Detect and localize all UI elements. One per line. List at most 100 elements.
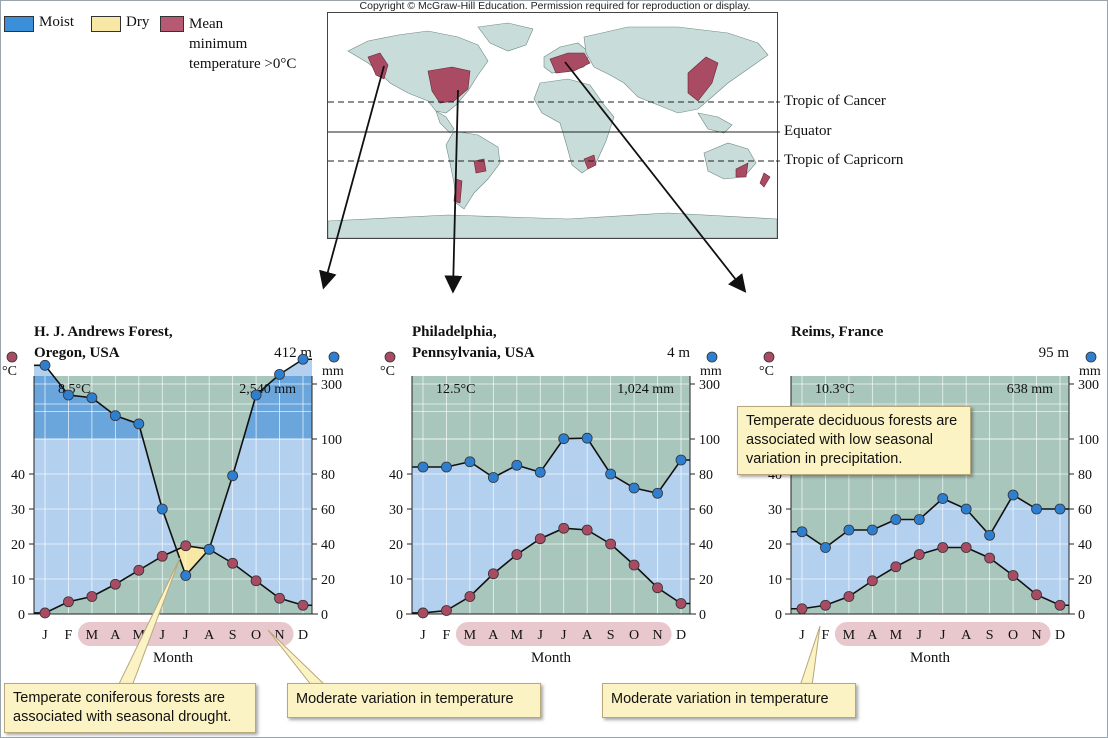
legend-mean-min-label: Mean minimum temperature >0°C (189, 14, 296, 74)
right-tick-label: 300 (699, 378, 720, 393)
temperature-point (581, 524, 593, 536)
left-tick-label: 30 (389, 503, 403, 518)
month-tick-label: F (822, 628, 830, 643)
precipitation-point (605, 468, 617, 480)
temperature-point (820, 599, 831, 611)
temperature-point (227, 557, 239, 569)
temperature-point (156, 550, 168, 562)
right-tick-label: 100 (1078, 433, 1099, 448)
precipitation-point (86, 392, 98, 404)
x-axis-title: Month (531, 650, 572, 666)
temperature-point (39, 607, 51, 619)
precipitation-point (843, 524, 855, 536)
left-tick-label: 20 (11, 538, 25, 553)
month-tick-label: D (676, 628, 686, 643)
temperature-point (960, 542, 972, 553)
left-tick-label: 10 (768, 573, 782, 588)
world-map-svg (327, 22, 778, 239)
central-america (435, 110, 455, 134)
precipitation-point (180, 570, 192, 581)
precipitation-point (652, 487, 663, 499)
precipitation-point (890, 514, 902, 525)
callout-coniferous: Temperate coniferous forests are associa… (4, 683, 256, 733)
right-tick-label: 20 (699, 573, 713, 588)
right-tick-label: 0 (1078, 608, 1085, 623)
month-tick-label: J (561, 628, 567, 643)
temperature-point (937, 542, 949, 553)
axis-label-mm: mm (1079, 364, 1101, 379)
temperature-point (843, 591, 855, 602)
asia (583, 26, 769, 114)
temperature-point (250, 575, 262, 587)
precipitation-point (581, 432, 593, 444)
precipitation-point (297, 353, 309, 365)
right-tick-label: 80 (1078, 468, 1092, 483)
temperature-point (1031, 589, 1042, 601)
month-tick-label: J (917, 628, 923, 643)
axis-label-celsius: °C (380, 364, 395, 379)
precipitation-point (156, 503, 168, 515)
axis-label-mm: mm (322, 364, 344, 379)
left-tick-label: 0 (775, 608, 782, 623)
precipitation-point (866, 524, 878, 536)
month-tick-label: A (961, 628, 972, 643)
legend-mean-min-line3: temperature >0°C (189, 56, 297, 72)
copyright-notice: Copyright © McGraw-Hill Education. Permi… (359, 0, 751, 12)
precipitation-point (203, 543, 215, 555)
legend-moist: Moist (4, 14, 74, 32)
month-tick-label: M (890, 628, 903, 643)
temperature-point (274, 592, 285, 604)
precipitation-point (984, 529, 996, 541)
precipitation-point (274, 368, 285, 380)
region-new-zealand (759, 172, 771, 188)
moist-season-area (791, 495, 1069, 609)
right-tick-label: 300 (321, 378, 342, 393)
month-tick-label: A (488, 628, 499, 643)
precipitation-point (960, 503, 972, 515)
temperature-point (464, 591, 476, 602)
temperature-point (109, 578, 121, 590)
annual-precipitation-label: 638 mm (1007, 382, 1053, 397)
month-tick-label: D (1055, 628, 1065, 643)
month-tick-label: A (204, 628, 215, 643)
month-tick-label: A (582, 628, 593, 643)
right-tick-label: 80 (321, 468, 335, 483)
precipitation-point (1054, 503, 1066, 515)
elevation-label: 4 m (667, 345, 690, 361)
right-tick-label: 100 (699, 433, 720, 448)
callout-coniferous-text: Temperate coniferous forests are associa… (13, 690, 232, 725)
mean-min-swatch (160, 16, 184, 32)
callout-moderate-variation-2: Moderate variation in temperature (602, 683, 856, 718)
chart-title-line1: Philadelphia, (412, 324, 497, 340)
precipitation-point (133, 418, 145, 430)
temperature-point (441, 605, 452, 616)
callout-moderate-variation-1: Moderate variation in temperature (287, 683, 541, 718)
right-tick-label: 20 (321, 573, 335, 588)
continents (327, 22, 778, 239)
month-tick-label: F (443, 628, 451, 643)
left-tick-label: 0 (18, 608, 25, 623)
legend-dry-label: Dry (126, 14, 150, 30)
tropic-of-capricorn-label: Tropic of Capricorn (784, 152, 904, 168)
temperature-point (796, 603, 808, 615)
month-tick-label: M (133, 628, 146, 643)
left-tick-label: 20 (768, 538, 782, 553)
legend: Moist Dry Mean minimum temperature >0°C (4, 14, 324, 84)
month-tick-label: A (867, 628, 878, 643)
chart-title-line1: H. J. Andrews Forest, (34, 324, 173, 340)
region-eastern-us (427, 66, 471, 104)
month-tick-label: F (65, 628, 73, 643)
month-tick-label: D (298, 628, 308, 643)
climate-diagram-oregon: H. J. Andrews Forest,Oregon, USA 412 m°C m… (2, 324, 344, 666)
right-tick-label: 40 (321, 538, 335, 553)
temperature-point (63, 596, 74, 608)
left-tick-label: 40 (11, 468, 25, 483)
chart-title-line1: Reims, France (791, 324, 884, 340)
axis-label-mm: mm (700, 364, 722, 379)
left-tick-label: 0 (396, 608, 403, 623)
mean-temperature-label: 8.5°C (58, 382, 90, 397)
moist-season-area (412, 438, 690, 613)
temperature-point (913, 549, 925, 560)
elevation-label: 95 m (1039, 345, 1070, 361)
